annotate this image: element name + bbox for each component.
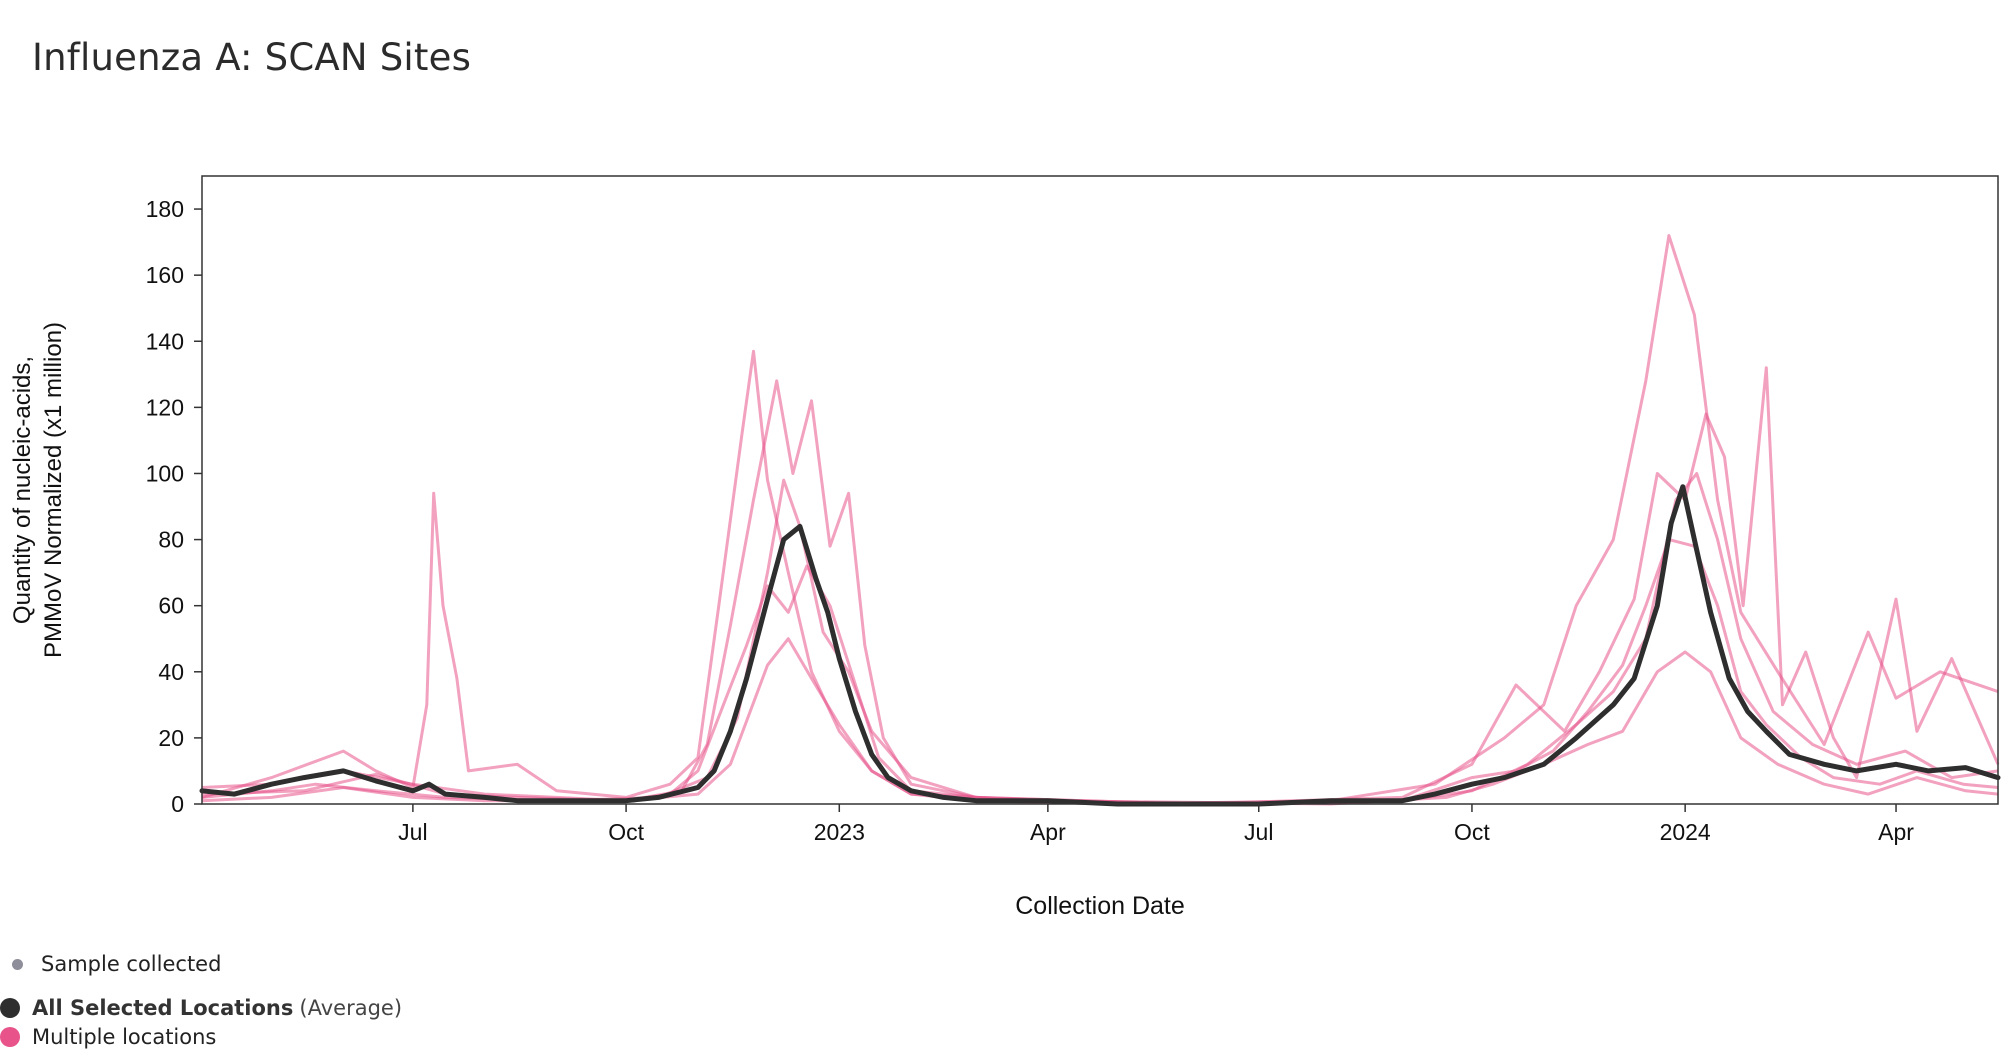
y-axis-label: Quantity of nucleic-acids, PMMoV Normali… [9,322,67,658]
average-series-line[interactable] [199,484,2001,807]
chart-title: Influenza A: SCAN Sites [32,36,472,79]
x-tick-label: 2023 [814,819,865,845]
sample-dot-icon [12,958,23,970]
y-axis-label-line1: Quantity of nucleic-acids, [9,356,36,624]
y-tick-label: 180 [146,196,184,222]
y-tick-label: 60 [158,593,184,619]
y-tick-label: 40 [158,659,184,685]
legend-multiple-locations[interactable]: Multiple locations [0,1025,216,1049]
x-tick-label: Jul [1244,819,1273,845]
location-series-line[interactable] [201,234,1999,806]
average-dot-icon [0,998,20,1018]
y-tick-label: 80 [158,527,184,553]
y-tick-label: 120 [146,394,184,420]
average-line-group [199,484,2001,807]
legend-average-label: All Selected Locations [32,996,294,1020]
x-axis-label: Collection Date [1015,892,1185,920]
x-tick-label: Oct [608,819,644,845]
plot-frame [201,175,1999,805]
legend-sample-label: Sample collected [41,952,222,976]
y-tick-label: 160 [146,262,184,288]
legend-sample-collected[interactable]: Sample collected [12,952,221,976]
x-tick-label: Apr [1878,819,1914,845]
x-tick-label: Apr [1030,819,1066,845]
y-tick-label: 0 [171,791,184,817]
legend-average[interactable]: All Selected Locations (Average) [0,996,402,1020]
y-tick-label: 140 [146,328,184,354]
y-axis-ticks: 0 20 40 60 80 100 120 140 160 180 [146,196,202,817]
x-tick-label: Oct [1454,819,1490,845]
y-axis-label-line2: PMMoV Normalized (x1 million) [40,322,67,658]
location-series-line[interactable] [201,472,1999,806]
y-tick-label: 100 [146,460,184,486]
location-lines [201,234,2000,806]
y-tick-label: 20 [158,725,184,751]
legend-multi-label: Multiple locations [32,1025,217,1049]
x-axis-ticks: Jul Oct 2023 Apr Jul Oct 2024 Apr [398,804,1914,845]
x-tick-label: 2024 [1660,819,1711,845]
legend-average-sub: (Average) [299,996,403,1020]
x-tick-label: Jul [398,819,427,845]
location-series-line[interactable] [201,637,1999,806]
location-dot-icon [0,1027,20,1047]
